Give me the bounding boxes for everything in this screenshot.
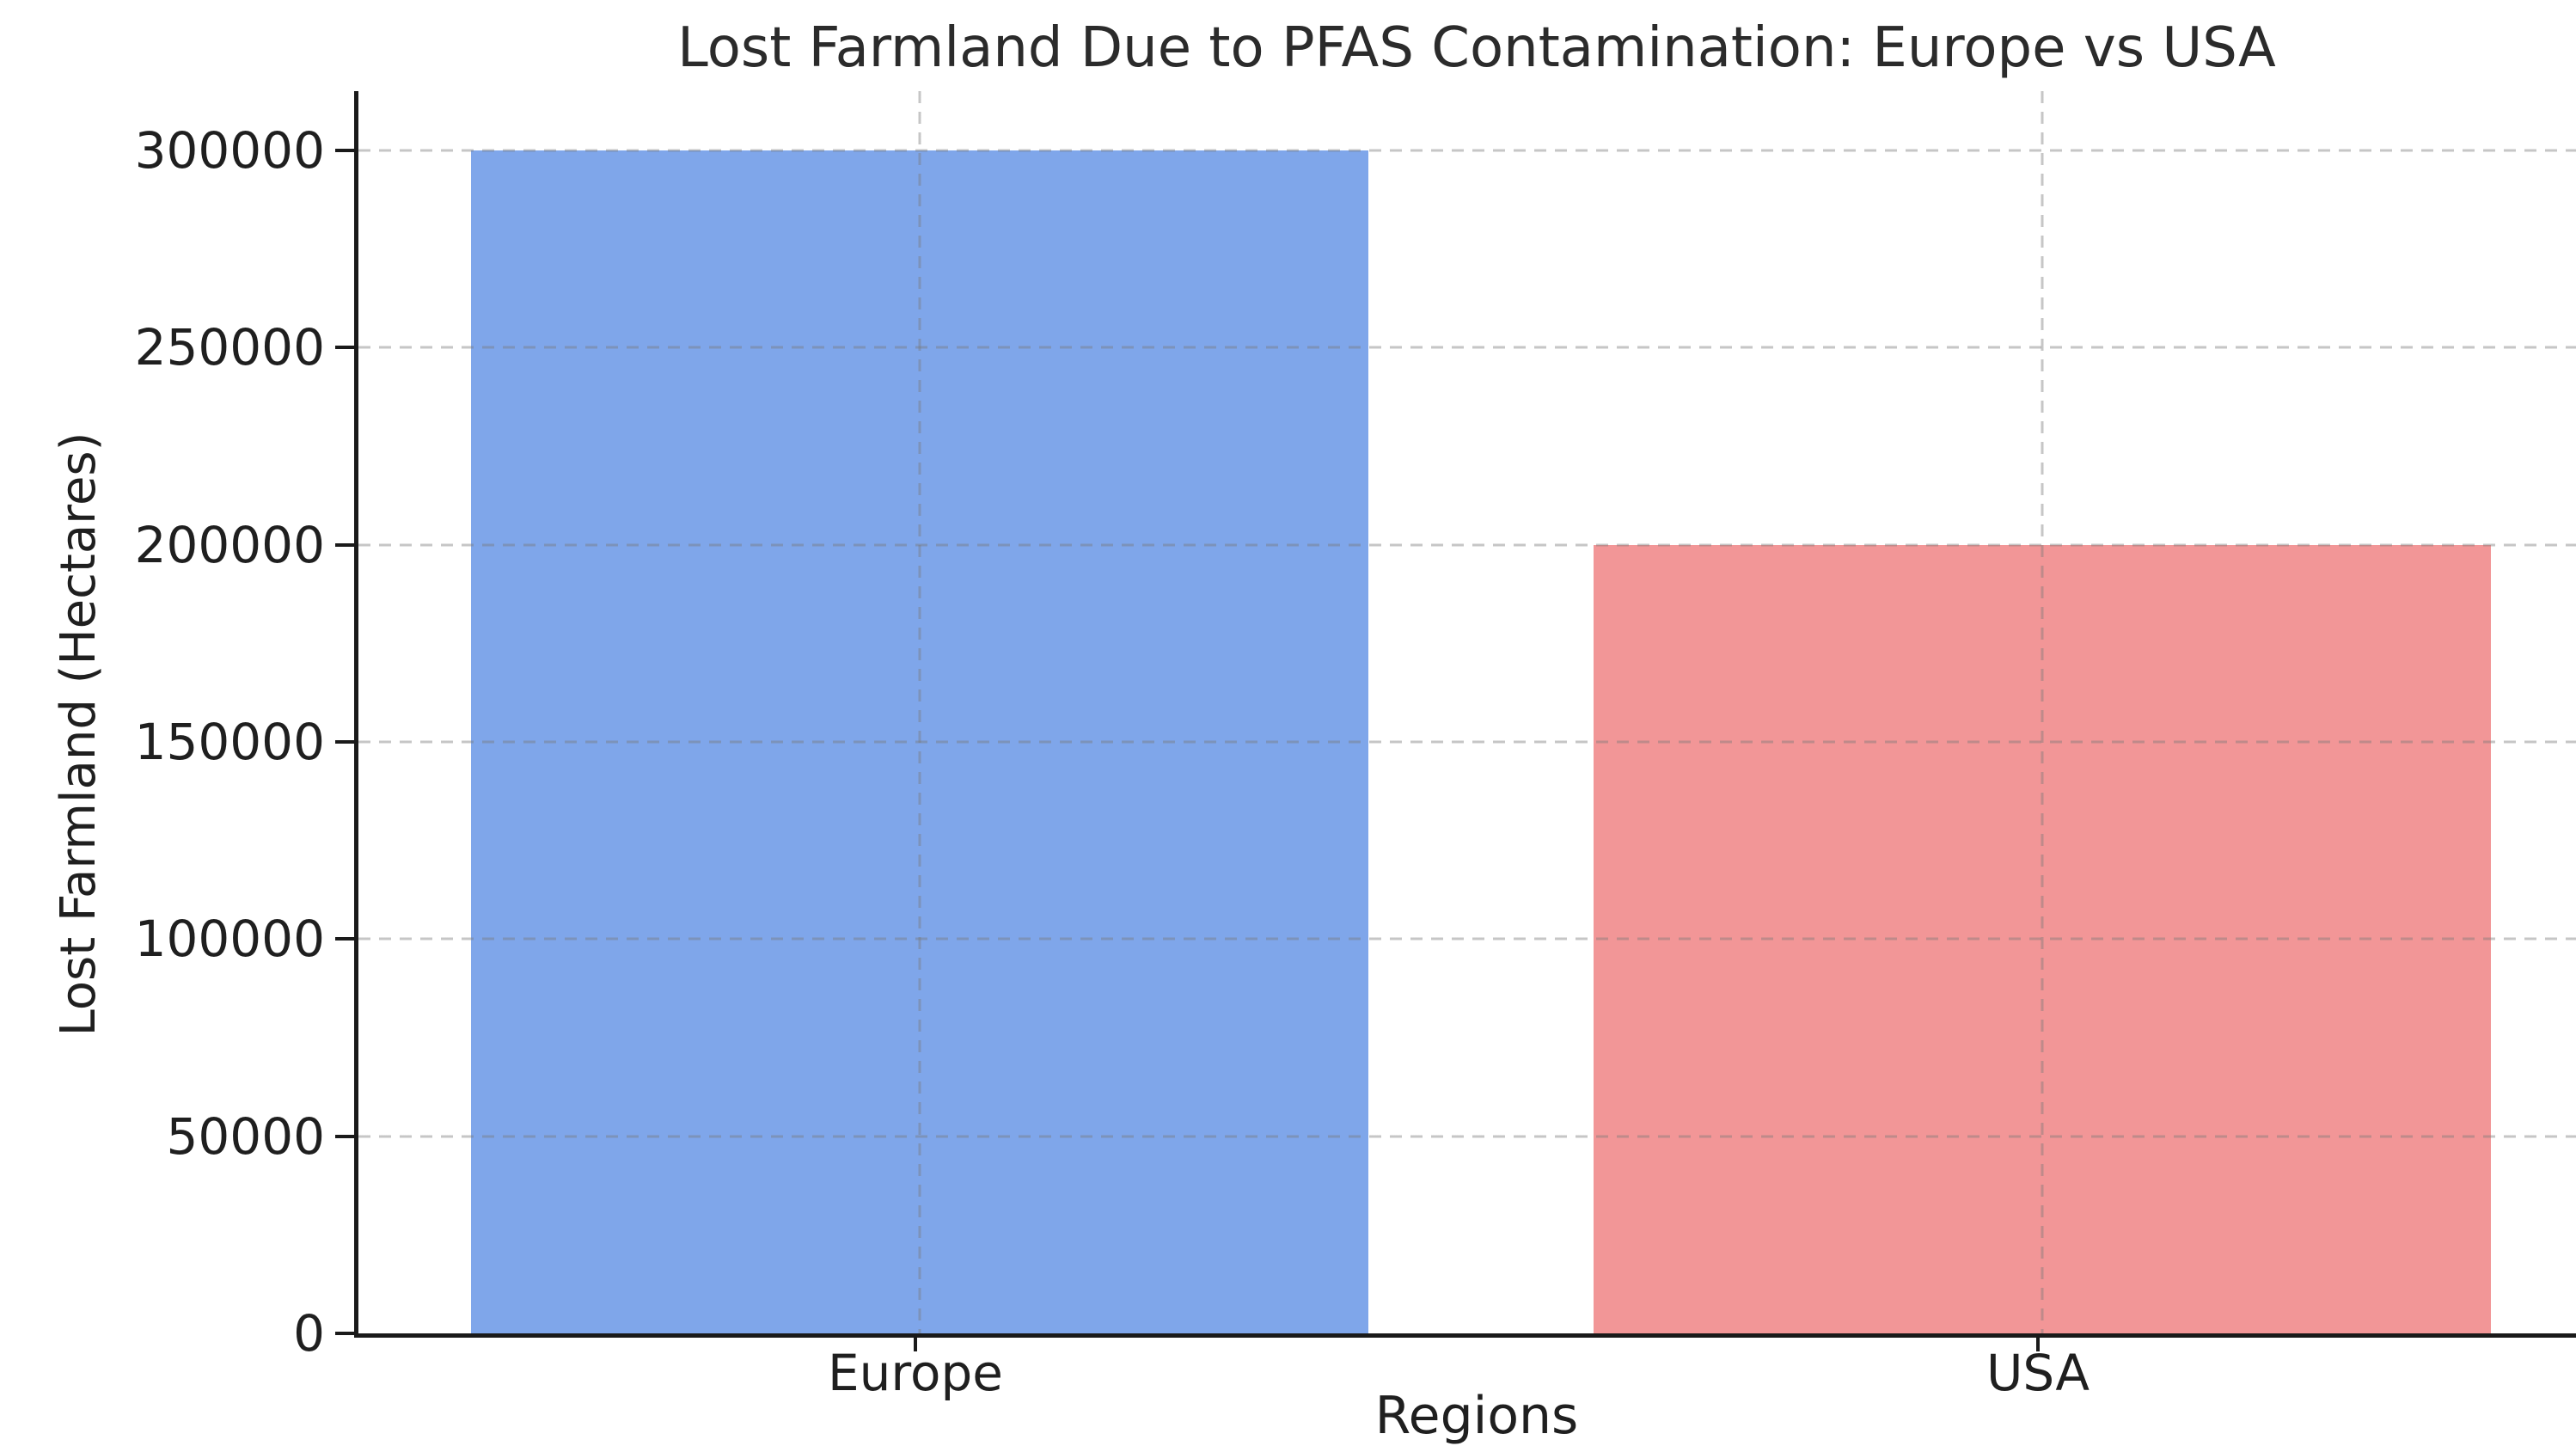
- y-tick-mark-300000: [335, 148, 354, 152]
- bar-chart-figure: Lost Farmland Due to PFAS Contamination:…: [34, 14, 2576, 1444]
- y-tick-label-200000: 200000: [134, 515, 325, 574]
- y-tick-label-50000: 50000: [166, 1106, 325, 1166]
- y-tick-label-250000: 250000: [134, 318, 325, 377]
- gridline-y-250000: [358, 346, 2576, 349]
- x-tick-label-europe: Europe: [828, 1344, 1003, 1402]
- bars-layer: [358, 91, 2576, 1333]
- gridline-y-300000: [358, 149, 2576, 152]
- chart-title: Lost Farmland Due to PFAS Contamination:…: [677, 16, 2276, 80]
- y-tick-mark-250000: [335, 346, 354, 350]
- gridline-y-200000: [358, 543, 2576, 547]
- grid-layer: [358, 91, 2576, 1333]
- gridline-y-100000: [358, 937, 2576, 941]
- y-tick-mark-0: [335, 1332, 354, 1335]
- x-tick-label-usa: USA: [1986, 1344, 2090, 1402]
- y-tick-mark-100000: [335, 937, 354, 941]
- y-tick-label-0: 0: [293, 1304, 325, 1363]
- y-axis-tick-labels: 0 50000 100000 150000 200000 250000 300000: [34, 91, 325, 1358]
- bar-usa: [1593, 544, 2492, 1333]
- x-tick-mark-europe: [914, 1338, 917, 1351]
- bar-europe: [470, 150, 1369, 1333]
- y-tick-mark-200000: [335, 542, 354, 547]
- gridline-x-europe: [918, 91, 921, 1333]
- x-axis-tick-labels: Europe USA: [354, 1345, 2576, 1405]
- x-tick-mark-usa: [2036, 1338, 2040, 1351]
- gridline-y-50000: [358, 1135, 2576, 1138]
- gridline-y-150000: [358, 740, 2576, 744]
- y-tick-label-100000: 100000: [134, 910, 325, 969]
- y-axis-tick-marks: [335, 91, 354, 1335]
- plot-area: [354, 91, 2576, 1338]
- x-axis-label: Regions: [1374, 1386, 1579, 1446]
- y-tick-mark-50000: [335, 1134, 354, 1138]
- y-tick-mark-150000: [335, 739, 354, 744]
- x-axis-tick-marks: [354, 1338, 2576, 1351]
- y-tick-label-150000: 150000: [134, 712, 325, 771]
- gridline-x-usa: [2041, 91, 2044, 1333]
- y-tick-label-300000: 300000: [134, 120, 325, 180]
